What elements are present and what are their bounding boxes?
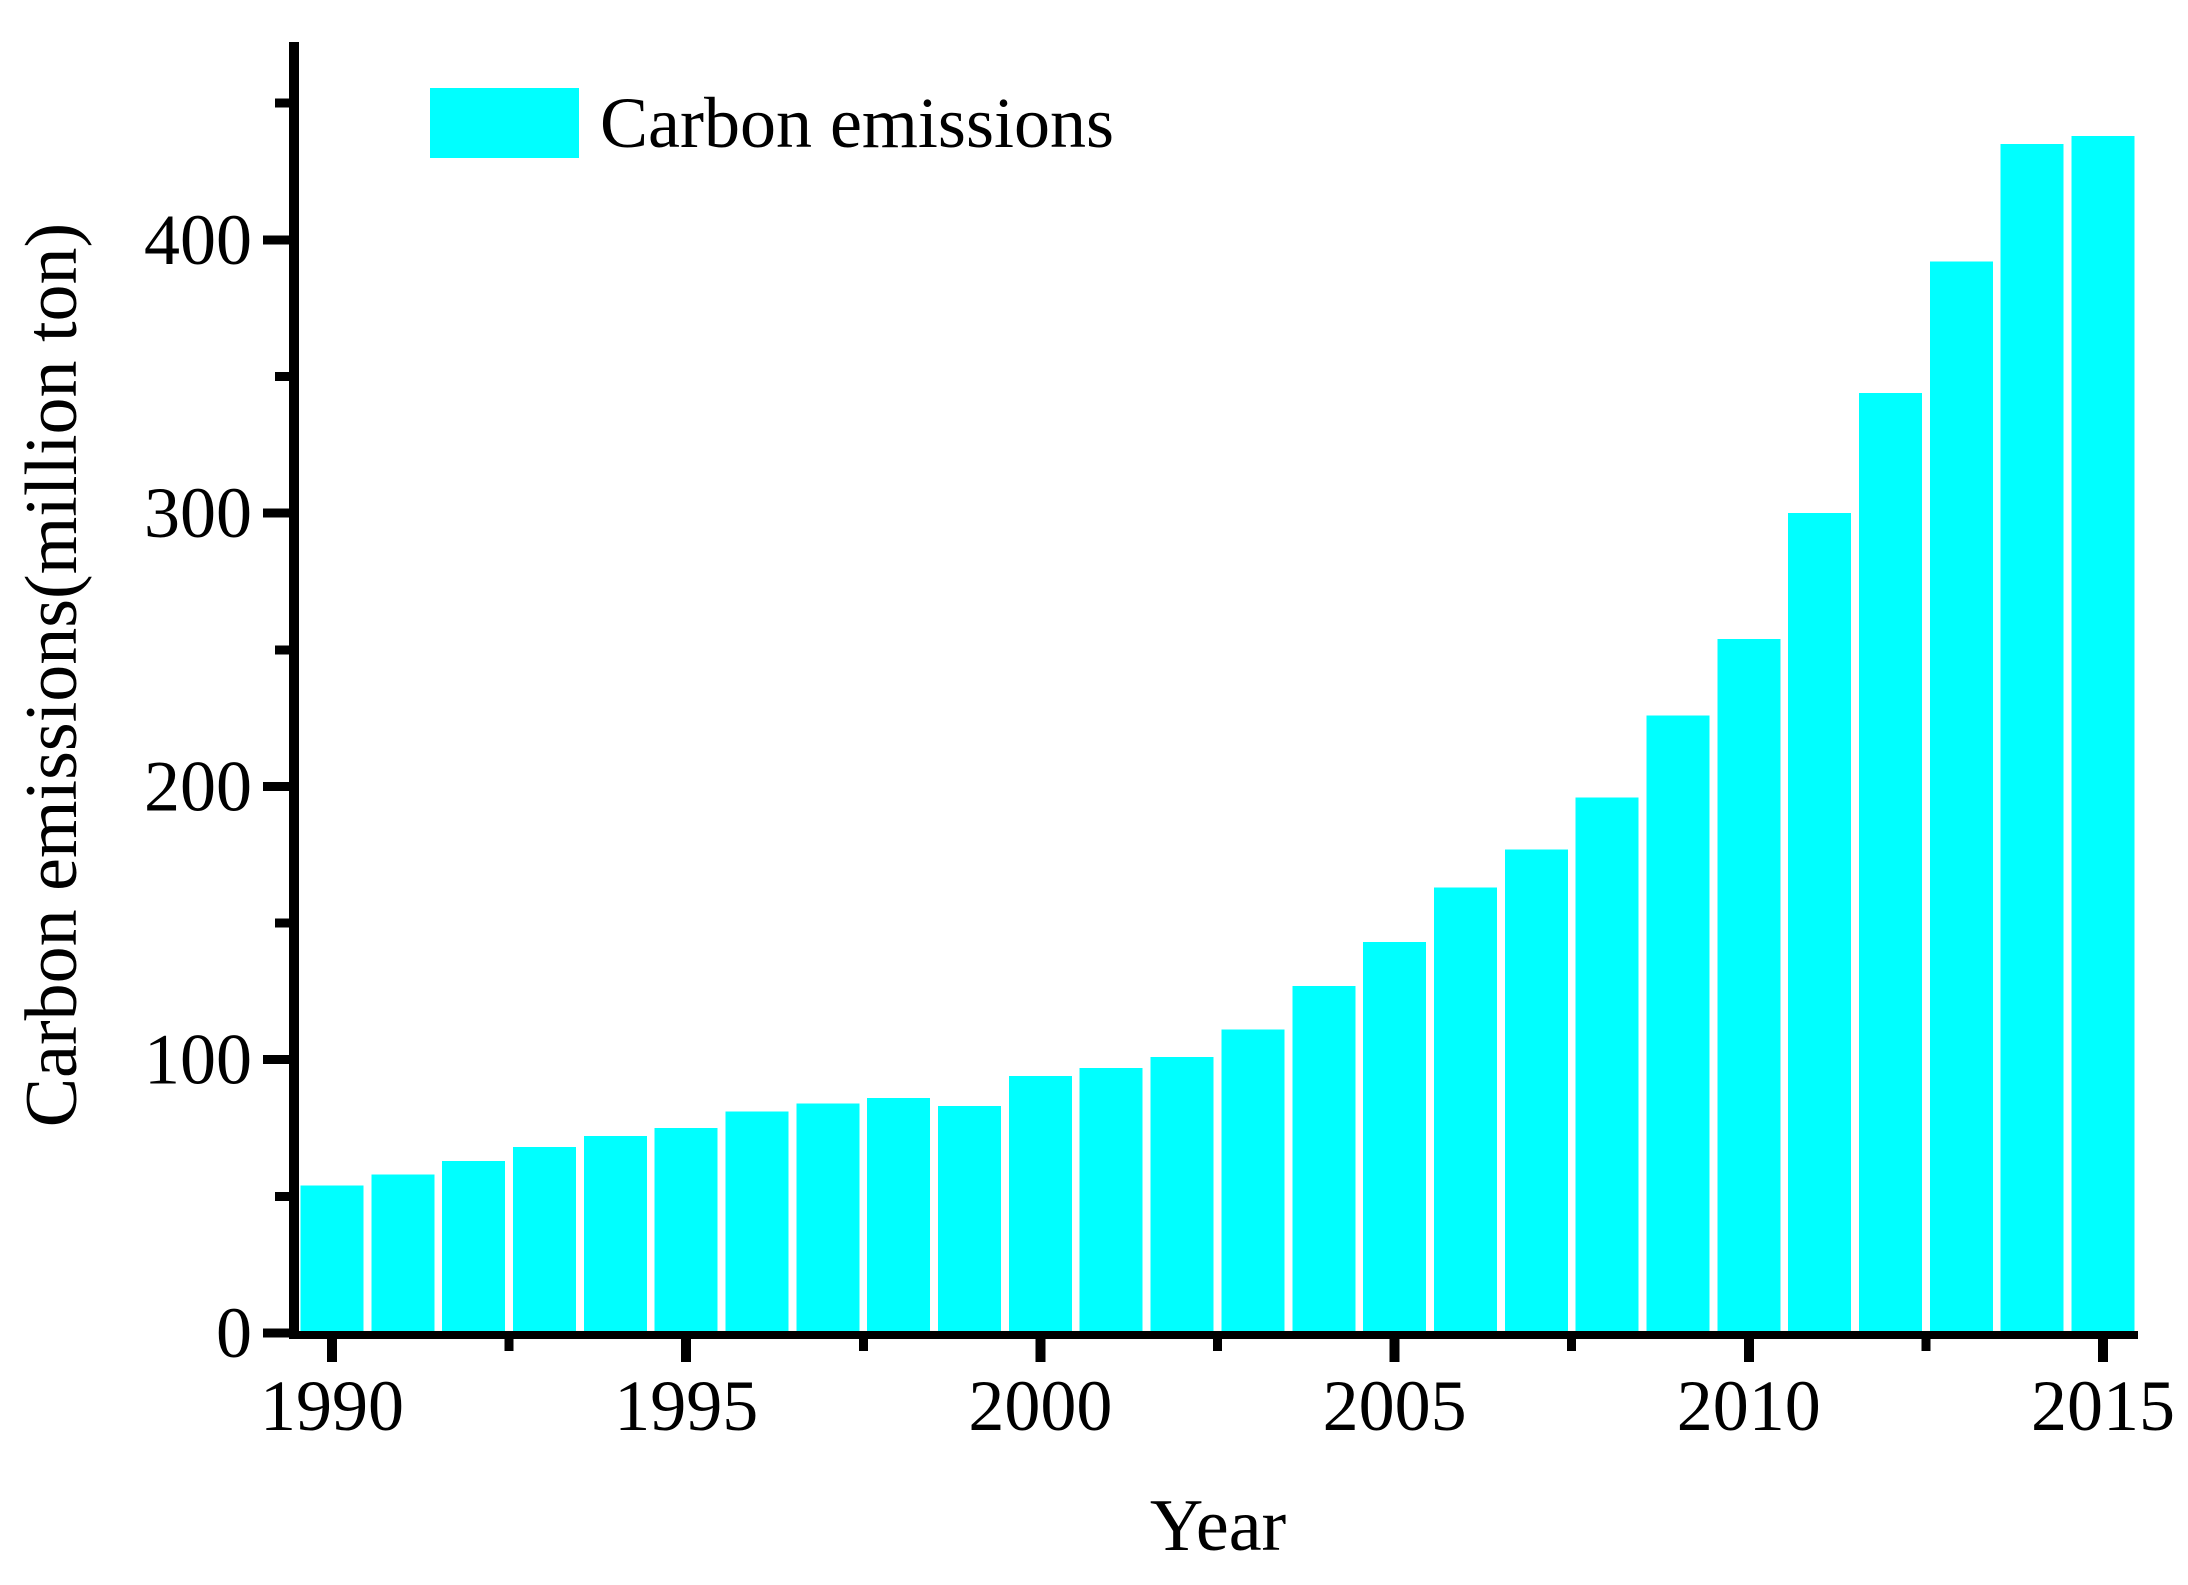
x-axis-title: Year <box>1150 1485 1286 1567</box>
x-minor-tick-1997.5 <box>858 1339 868 1351</box>
y-minor-tick-150 <box>275 918 289 928</box>
legend-label: Carbon emissions <box>600 83 1114 163</box>
y-major-tick-400 <box>263 235 289 245</box>
y-minor-tick-450 <box>275 98 289 108</box>
bar-1991 <box>371 1174 435 1339</box>
x-tick-label-2010: 2010 <box>1677 1366 1821 1446</box>
x-major-tick-2010 <box>1743 1339 1754 1362</box>
x-major-tick-2000 <box>1035 1339 1046 1362</box>
legend: Carbon emissions <box>430 83 1114 163</box>
x-minor-tick-2012.5 <box>1921 1339 1931 1351</box>
x-major-tick-2005 <box>1389 1339 1400 1362</box>
bar-1998 <box>867 1097 931 1339</box>
y-minor-tick-250 <box>275 645 289 655</box>
x-axis-line <box>289 1331 2138 1339</box>
bar-2007 <box>1504 849 1568 1339</box>
bar-2004 <box>1292 985 1356 1339</box>
y-minor-tick-350 <box>275 371 289 381</box>
bar-2000 <box>1008 1076 1072 1339</box>
bar-2013 <box>1929 261 1993 1339</box>
x-minor-tick-2007.5 <box>1567 1339 1577 1351</box>
x-major-tick-1990 <box>327 1339 337 1362</box>
legend-swatch <box>430 88 579 158</box>
bar-2006 <box>1433 887 1497 1339</box>
bar-2014 <box>2000 144 2064 1339</box>
x-minor-tick-2002.5 <box>1213 1339 1222 1351</box>
bar-2011 <box>1788 513 1852 1339</box>
bar-2008 <box>1575 797 1639 1339</box>
tick-labels-group: 0 100 200 300 400 1990 1995 2000 2005 2010 2015 <box>144 200 2175 1446</box>
bar-2009 <box>1646 715 1710 1339</box>
bar-2002 <box>1150 1056 1214 1339</box>
y-major-tick-0 <box>263 1328 289 1338</box>
y-tick-label-100: 100 <box>144 1020 252 1100</box>
bar-2003 <box>1221 1029 1285 1339</box>
y-major-tick-100 <box>263 1055 289 1065</box>
y-minor-tick-50 <box>275 1191 289 1201</box>
y-major-tick-300 <box>263 508 289 518</box>
ticks-group <box>263 98 2108 1362</box>
bar-2012 <box>1858 392 1922 1339</box>
bar-1995 <box>654 1128 718 1339</box>
y-tick-label-0: 0 <box>216 1293 252 1373</box>
bar-1992 <box>442 1160 506 1339</box>
y-tick-label-300: 300 <box>144 473 252 553</box>
y-tick-label-200: 200 <box>144 746 252 826</box>
bar-1993 <box>513 1147 577 1339</box>
bar-1994 <box>583 1136 647 1339</box>
y-tick-label-400: 400 <box>144 200 252 280</box>
x-tick-label-2015: 2015 <box>2031 1366 2175 1446</box>
bar-2001 <box>1079 1067 1143 1339</box>
bars-group <box>300 135 2135 1339</box>
x-tick-label-2005: 2005 <box>1323 1366 1467 1446</box>
bar-1997 <box>796 1103 860 1339</box>
y-axis-title: Carbon emissions(million ton) <box>11 223 93 1127</box>
x-tick-label-2000: 2000 <box>968 1366 1112 1446</box>
x-tick-label-1990: 1990 <box>260 1366 404 1446</box>
x-major-tick-2015 <box>2098 1339 2108 1362</box>
bar-1996 <box>725 1111 789 1339</box>
bar-1999 <box>938 1106 1002 1339</box>
x-major-tick-1995 <box>681 1339 692 1362</box>
bar-2005 <box>1363 942 1427 1339</box>
x-minor-tick-1992.5 <box>504 1339 514 1351</box>
x-tick-label-1995: 1995 <box>614 1366 758 1446</box>
bar-2015 <box>2071 135 2135 1339</box>
y-axis-line <box>289 42 299 1339</box>
bar-1990 <box>300 1185 364 1339</box>
bar-2010 <box>1717 638 1781 1339</box>
y-major-tick-200 <box>263 781 289 791</box>
